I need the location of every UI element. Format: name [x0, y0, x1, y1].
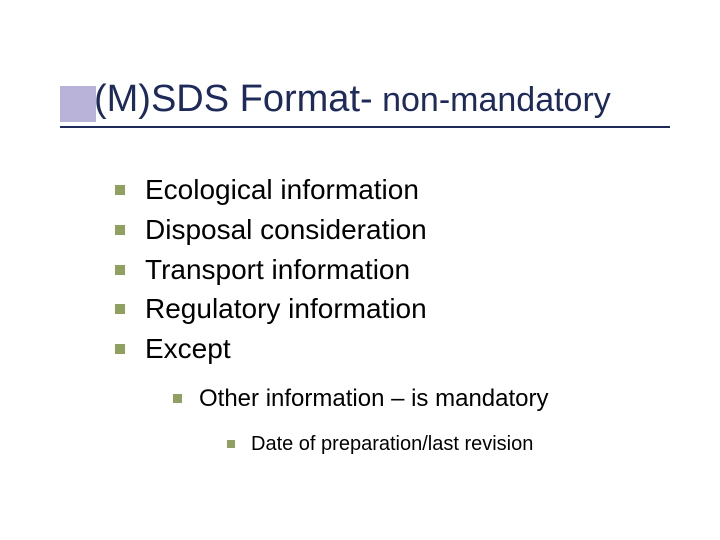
list-item: Disposal consideration: [115, 210, 660, 250]
list-item: Regulatory information: [115, 289, 660, 329]
bullet-list-level2: Other information – is mandatory Date of…: [173, 381, 660, 459]
bullet-list-level3: Date of preparation/last revision: [227, 429, 660, 459]
list-item-text: Disposal consideration: [145, 214, 427, 245]
list-item: Date of preparation/last revision: [227, 429, 660, 459]
slide: (M)SDS Format- non-mandatory Ecological …: [0, 0, 720, 540]
list-item-text: Ecological information: [145, 174, 419, 205]
title-block: (M)SDS Format- non-mandatory: [60, 78, 670, 122]
title-main: (M)SDS Format-: [94, 78, 373, 120]
list-item: Transport information: [115, 250, 660, 290]
title-square-accent: [60, 86, 96, 122]
list-item-text: Regulatory information: [145, 293, 427, 324]
content-area: Ecological information Disposal consider…: [115, 170, 660, 459]
title-underline: [60, 126, 670, 128]
list-item: Ecological information: [115, 170, 660, 210]
list-item: Except Other information – is mandatory …: [115, 329, 660, 459]
list-item: Other information – is mandatory Date of…: [173, 381, 660, 459]
list-item-text: Transport information: [145, 254, 410, 285]
list-item-text: Date of preparation/last revision: [251, 433, 533, 455]
slide-title: (M)SDS Format- non-mandatory: [94, 78, 670, 122]
title-sub: non-mandatory: [373, 81, 611, 119]
bullet-list-level1: Ecological information Disposal consider…: [115, 170, 660, 459]
list-item-text: Other information – is mandatory: [199, 385, 549, 412]
list-item-text: Except: [145, 333, 231, 364]
